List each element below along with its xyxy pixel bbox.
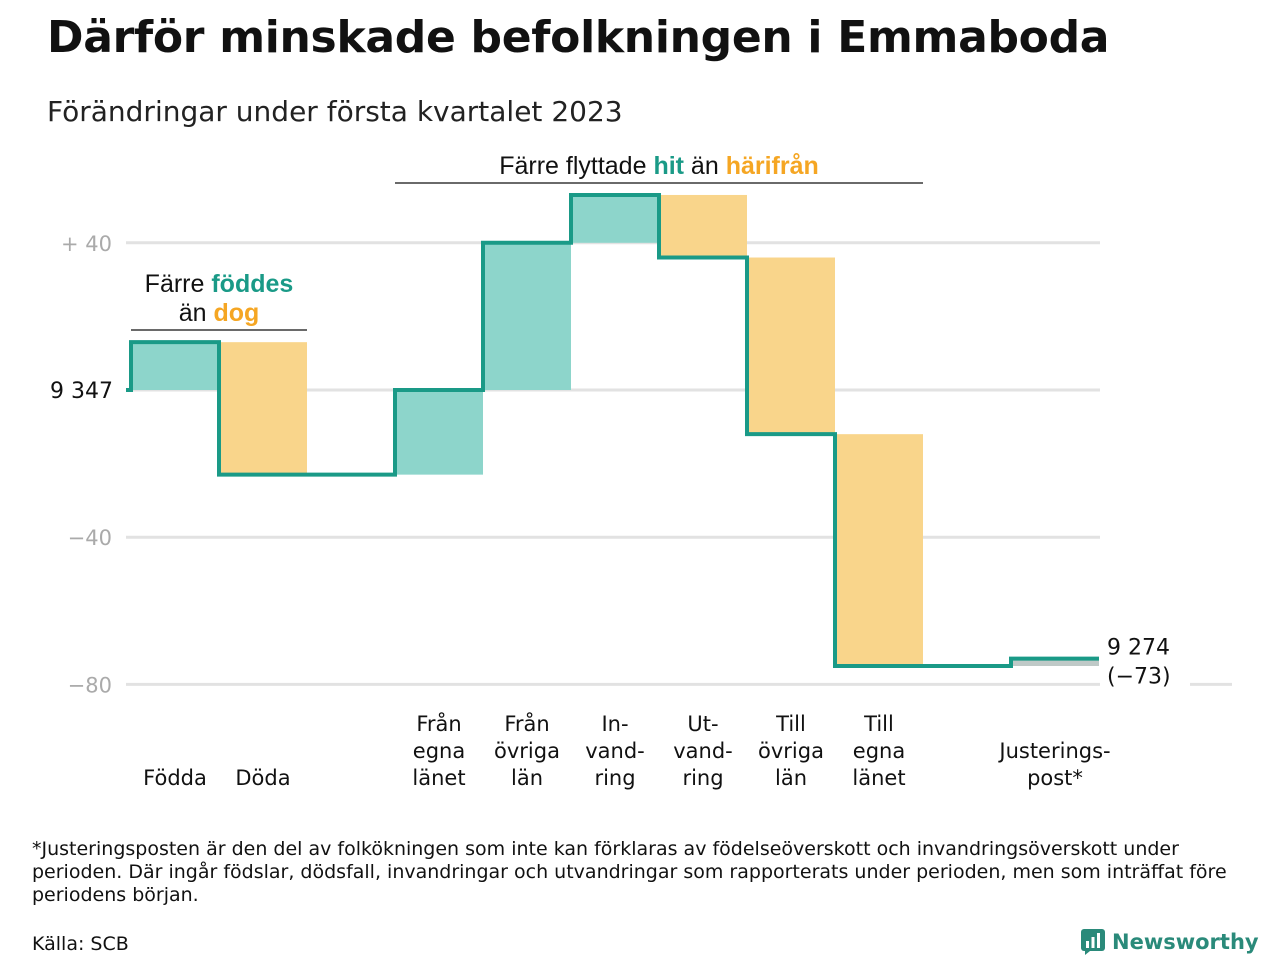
annotation-text: Färre flyttade hit än härifrån	[499, 152, 819, 180]
category-label: Från	[504, 711, 549, 736]
category-label: övriga	[494, 739, 560, 763]
bar-3	[395, 390, 483, 475]
y-tick-label: −40	[68, 526, 112, 550]
waterfall-chart: + 40 −40 −80 9 347 9 274 (−73) Födda Döda Från eg…	[50, 152, 1232, 790]
brand-name: Newsworthy	[1112, 930, 1259, 954]
category-label: Till	[863, 712, 894, 736]
newsworthy-icon	[1081, 929, 1105, 955]
y-tick-label: −80	[68, 673, 112, 697]
end-value-label: 9 274	[1107, 636, 1170, 661]
category-label: länet	[852, 766, 905, 790]
bar-1	[219, 342, 307, 475]
bar-8	[835, 434, 923, 666]
brand-logo: Newsworthy	[1080, 928, 1259, 956]
category-label: ring	[682, 766, 723, 790]
category-label: Justerings-	[997, 739, 1110, 763]
source-label: Källa: SCB	[32, 933, 129, 955]
category-label: vand-	[585, 739, 645, 763]
bar-5	[571, 194, 659, 243]
bar-6	[659, 194, 747, 258]
bar-10	[1011, 658, 1099, 666]
category-label: ring	[594, 766, 635, 790]
category-label: post*	[1027, 766, 1083, 790]
category-label: vand-	[673, 739, 733, 763]
annotation-text: Färre föddes	[145, 270, 294, 298]
category-label: län	[511, 766, 543, 790]
category-label: Döda	[235, 766, 290, 790]
category-label: Från	[416, 711, 461, 736]
category-label: Till	[775, 712, 806, 736]
y-tick-label: + 40	[61, 232, 112, 256]
chart-subtitle: Förändringar under första kvartalet 2023	[47, 95, 623, 128]
category-label: länet	[412, 766, 465, 790]
category-label: län	[775, 766, 807, 790]
category-label: egna	[413, 739, 465, 763]
start-value-label: 9 347	[50, 379, 113, 404]
cumulative-step-line	[126, 192, 1099, 668]
category-label: egna	[853, 739, 905, 763]
bar-0	[131, 342, 219, 390]
bar-7	[747, 257, 835, 435]
bar-4	[483, 242, 571, 390]
end-change-label: (−73)	[1107, 665, 1171, 690]
category-label: Födda	[143, 766, 207, 790]
chart-title: Därför minskade befolkningen i Emmaboda	[47, 12, 1110, 63]
annotation-text: än dog	[179, 299, 260, 327]
category-label: övriga	[758, 739, 824, 763]
category-label: Ut-	[687, 712, 718, 736]
category-label: In-	[601, 712, 628, 736]
footnote: *Justeringsposten är den del av folkökni…	[32, 838, 1227, 906]
